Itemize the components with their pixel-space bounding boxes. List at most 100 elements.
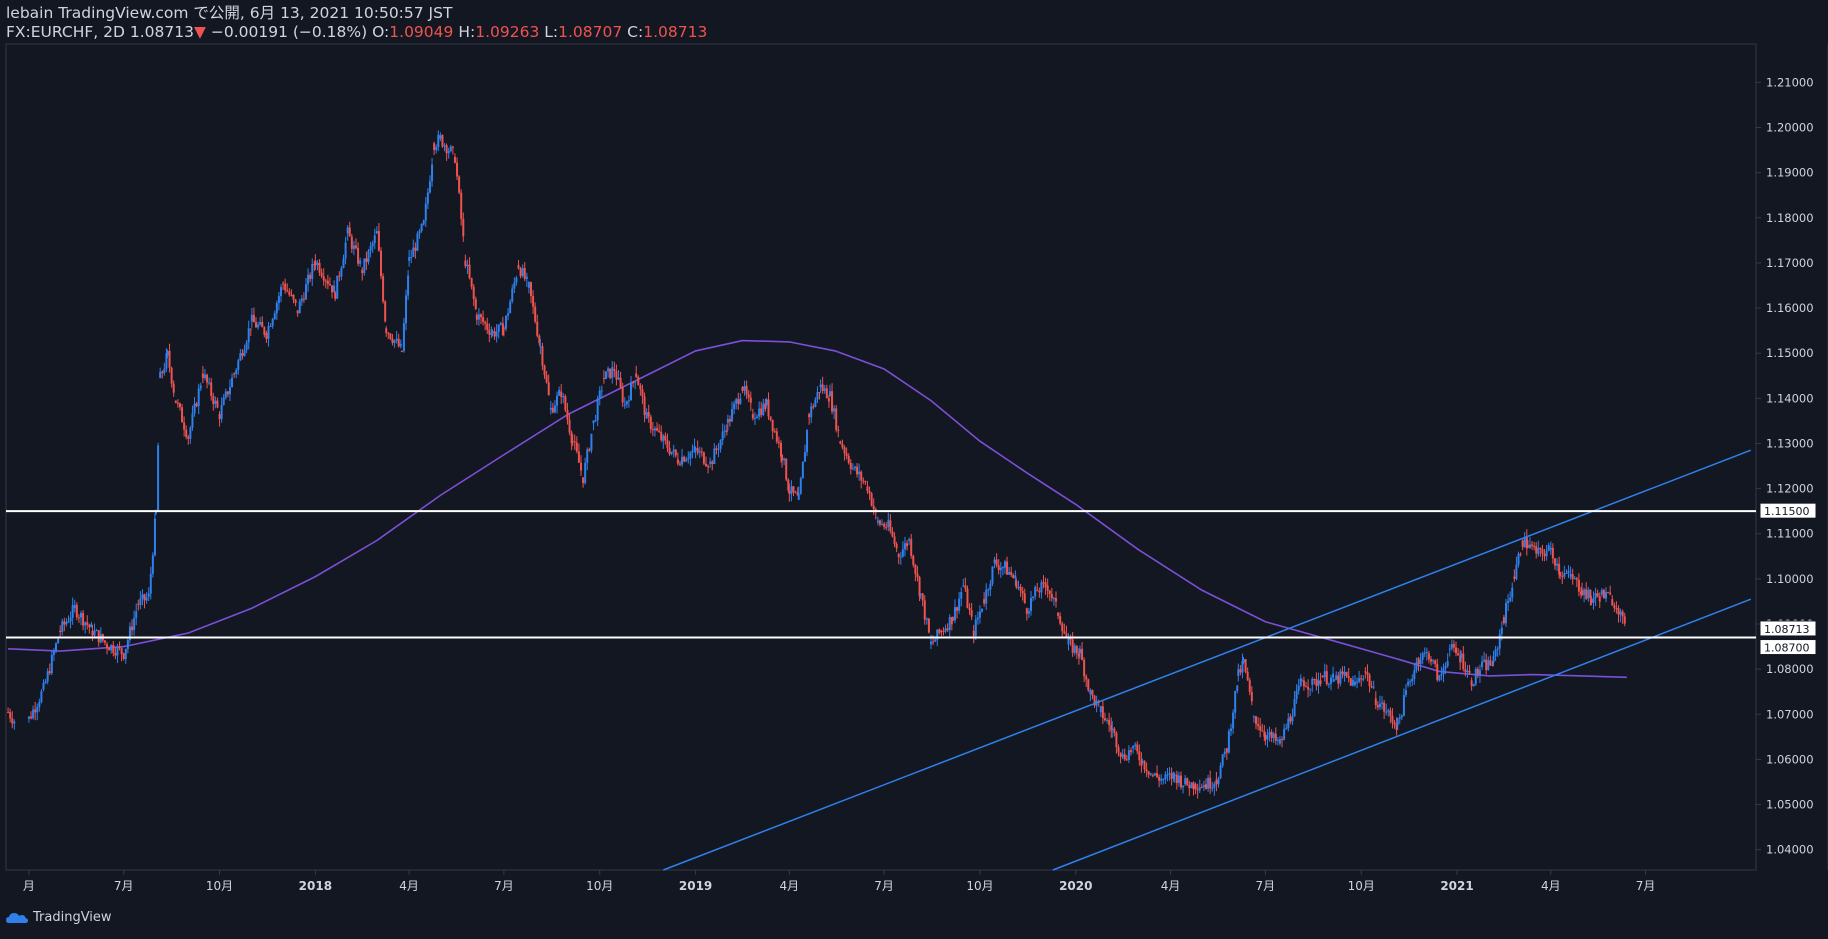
tradingview-logo[interactable]: TradingView xyxy=(6,910,112,925)
candle-body xyxy=(713,448,716,464)
price-axis[interactable]: 1.21000 1.20000 1.19000 1.18000 1.17000 1.160… xyxy=(1756,75,1814,857)
candle-body xyxy=(1528,544,1531,548)
candle-body xyxy=(1434,660,1437,664)
candle-body xyxy=(1470,680,1473,687)
candle-body xyxy=(11,718,14,724)
candle-body xyxy=(296,310,299,314)
candle-body xyxy=(414,247,417,251)
candle-body xyxy=(410,256,413,258)
drawings-layer[interactable] xyxy=(6,449,1756,871)
candle-body xyxy=(812,406,815,408)
candle-body xyxy=(1419,659,1422,664)
candle-body xyxy=(958,598,961,611)
candle-body xyxy=(885,526,888,528)
candle-body xyxy=(1491,665,1494,667)
candle-body xyxy=(921,593,924,601)
candle-body xyxy=(891,531,894,537)
candle-body xyxy=(1164,774,1167,780)
candle-body xyxy=(1012,575,1015,579)
candle-body xyxy=(1305,686,1307,688)
candle-body xyxy=(1110,725,1113,731)
candle-body xyxy=(1372,686,1375,688)
candle-body xyxy=(794,492,797,494)
time-axis[interactable]: 月 7月 10月 2018 4月 7月 10月 2019 4月 7月 10月 2020 4月 7月 10月 2… xyxy=(23,870,1655,893)
candle-body xyxy=(676,459,679,464)
candle-body xyxy=(250,314,253,322)
candle-body xyxy=(1607,592,1610,594)
candle-body xyxy=(568,419,571,433)
candle-body xyxy=(292,294,295,300)
candle-body xyxy=(1299,678,1302,686)
candle-body xyxy=(1075,645,1078,654)
candle-body xyxy=(1605,592,1607,599)
candle-body xyxy=(212,396,215,404)
candle-body xyxy=(617,377,620,380)
price-tick-label: 1.11000 xyxy=(1766,527,1814,541)
candle-body xyxy=(443,145,446,147)
candle-body xyxy=(73,604,76,609)
candle-body xyxy=(1160,778,1163,781)
candle-body xyxy=(1209,777,1212,789)
candle-body xyxy=(1387,710,1390,712)
candle-body xyxy=(619,377,622,388)
candle-body xyxy=(1364,671,1367,673)
candle-body xyxy=(1325,671,1328,685)
candle-body xyxy=(1032,596,1035,599)
channel-upper-trendline[interactable] xyxy=(663,449,1752,871)
candle-body xyxy=(273,313,276,320)
price-tick-label: 1.06000 xyxy=(1766,752,1814,766)
candle-body xyxy=(224,391,227,398)
candle-body xyxy=(1221,754,1224,766)
candle-body xyxy=(357,247,360,264)
candle-body xyxy=(914,564,917,574)
candle-body xyxy=(588,449,591,451)
candle-body xyxy=(328,284,331,286)
candle-body xyxy=(615,371,618,380)
candle-body xyxy=(313,263,316,265)
candle-body xyxy=(1374,698,1377,706)
candle-body xyxy=(82,612,85,626)
candle-body xyxy=(1281,739,1284,741)
candle-body xyxy=(651,429,654,431)
candle-body xyxy=(52,651,55,655)
candle-body xyxy=(683,456,686,462)
candle-body xyxy=(767,399,770,417)
candle-body xyxy=(609,368,612,378)
brand-name: TradingView xyxy=(33,910,112,925)
candle-body xyxy=(1248,680,1251,692)
candle-body xyxy=(1398,717,1401,719)
time-tick-label: 10月 xyxy=(1348,879,1375,893)
candle-body xyxy=(723,430,726,432)
candle-body xyxy=(151,555,154,574)
candle-body xyxy=(923,600,926,620)
candle-body xyxy=(1285,728,1288,730)
candle-body xyxy=(1492,656,1495,663)
symbol-label[interactable]: FX:EURCHF, 2D xyxy=(6,23,125,41)
channel-lower-trendline[interactable] xyxy=(1052,598,1752,871)
candle-body xyxy=(1017,586,1020,588)
candle-body xyxy=(375,231,378,234)
time-tick-label: 4月 xyxy=(780,879,800,893)
candle-body xyxy=(532,296,535,307)
candle-body xyxy=(1205,784,1207,789)
candle-body xyxy=(340,268,343,277)
candle-body xyxy=(1335,675,1338,680)
candle-body xyxy=(756,416,759,419)
candle-body xyxy=(1255,716,1257,725)
candle-body xyxy=(480,314,482,318)
candle-body xyxy=(1057,612,1060,616)
plot-border xyxy=(5,43,1757,871)
candle-body xyxy=(170,367,173,384)
candle-body xyxy=(307,274,310,285)
candle-body xyxy=(970,610,973,617)
candle-body xyxy=(883,523,886,527)
candle-body xyxy=(389,333,392,339)
candle-body xyxy=(698,451,701,453)
candle-body xyxy=(1400,715,1403,718)
candle-body xyxy=(284,283,287,291)
candle-body xyxy=(781,454,784,461)
candle-body xyxy=(912,555,915,565)
candle-body xyxy=(634,381,637,383)
candle-body xyxy=(562,396,565,398)
